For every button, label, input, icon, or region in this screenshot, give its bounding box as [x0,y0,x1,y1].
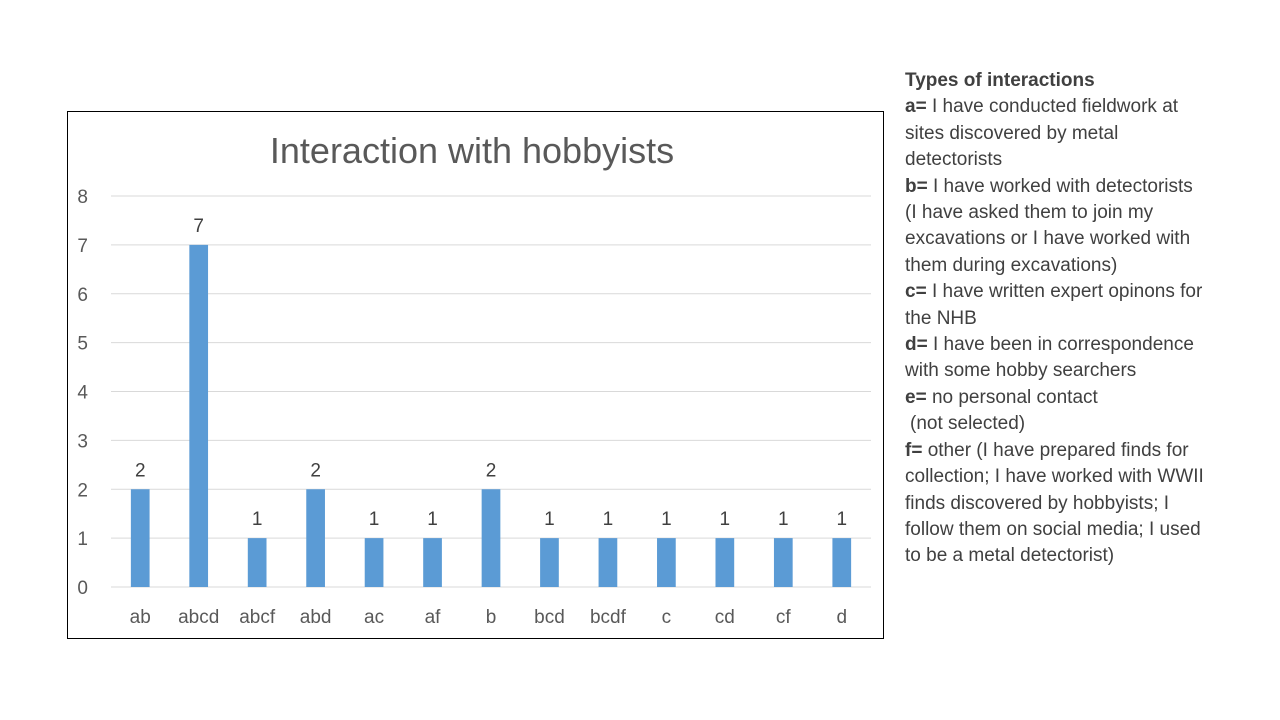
bar-ab [130,489,150,587]
legend-text-b: I have worked with detectorists (I have … [905,175,1193,276]
legend-text-d: I have been in correspondence with some … [905,334,1194,382]
chart-area: Interaction with hobbyists 0 1 2 3 4 5 6 7 8 2 7 1… [67,111,884,639]
data-label-af: 1 [427,509,438,530]
data-label-c: 1 [661,509,672,530]
y-tick-label: 0 [77,578,88,599]
x-tick-label-d: d [836,607,847,628]
x-tick-label-c: c [662,607,672,628]
interaction-types-legend: Types of interactions a= I have conducte… [905,68,1205,570]
gridlines [111,195,871,588]
legend-text-e: no personal contact [926,386,1098,408]
y-tick-label: 7 [77,236,88,257]
data-label-abd: 2 [310,460,321,481]
data-label-ac: 1 [369,509,380,530]
data-label-b: 2 [486,460,497,481]
x-tick-label-cd: cd [715,607,735,628]
bar-cf [773,538,793,587]
bar-abcf [247,538,267,587]
y-tick-label: 2 [77,480,88,501]
legend-key-b: b= [905,175,928,197]
legend-key-e: e= [905,386,927,408]
legend-entry-e: e= no personal contact [905,385,1205,411]
y-tick-label: 5 [77,334,88,355]
legend-key-a: a= [905,96,927,118]
x-tick-label-bcd: bcd [534,607,565,628]
x-tick-label-abcf: abcf [239,607,276,628]
legend-heading: Types of interactions [905,70,1095,91]
x-tick-label-ab: ab [130,607,151,628]
legend-entry-b: b= I have worked with detectorists (I ha… [905,174,1205,280]
bar-bcd [540,538,559,587]
y-tick-label: 6 [77,285,88,306]
legend-note-e: (not selected) [910,413,1026,435]
x-axis-ticks: ab abcd abcf abd ac af b bcd bcdf c cd cf d [130,607,847,628]
data-label-d: 1 [836,509,847,530]
legend-key-c: c= [905,281,927,303]
bar-abd [306,489,325,587]
y-tick-label: 1 [77,529,88,550]
bar-abcd [189,244,209,587]
legend-key-f: f= [905,439,923,461]
bar-b [481,489,501,587]
bar-chart: Interaction with hobbyists 0 1 2 3 4 5 6 7 8 2 7 1… [77,130,871,628]
bar-d [832,538,852,587]
bar-af [423,538,442,587]
x-tick-label-af: af [425,607,442,628]
x-tick-label-bcdf: bcdf [590,607,627,628]
y-axis-ticks: 0 1 2 3 4 5 6 7 8 [77,187,88,599]
x-tick-label-ac: ac [364,607,384,628]
data-label-ab: 2 [135,460,146,481]
x-tick-label-b: b [486,607,497,628]
bar-bcdf [598,538,618,587]
legend-key-d: d= [905,334,928,356]
bar-ac [364,538,384,587]
bars [130,244,852,587]
legend-entry-a: a= I have conducted fieldwork at sites d… [905,94,1205,173]
legend-entry-d: d= I have been in correspondence with so… [905,332,1205,385]
data-label-abcf: 1 [252,509,263,530]
legend-entry-c: c= I have written expert opinons for the… [905,279,1205,332]
data-label-cd: 1 [720,509,731,530]
data-label-bcd: 1 [544,509,555,530]
bar-cd [715,538,735,587]
bar-c [657,538,676,587]
x-tick-label-abcd: abcd [178,607,219,628]
chart-title: Interaction with hobbyists [270,130,674,171]
data-label-cf: 1 [778,509,789,530]
y-tick-label: 8 [77,187,88,208]
data-label-abcd: 7 [193,216,204,237]
x-tick-label-abd: abd [300,607,332,628]
legend-text-f: other (I have prepared finds for collect… [905,439,1204,567]
legend-text-a: I have conducted fieldwork at sites disc… [905,96,1179,171]
data-label-bcdf: 1 [603,509,614,530]
x-tick-label-cf: cf [776,607,792,628]
legend-entry-f: f= other (I have prepared finds for coll… [905,438,1205,570]
y-tick-label: 4 [77,383,88,404]
y-tick-label: 3 [77,431,88,452]
legend-text-c: I have written expert opinons for the NH… [905,281,1203,329]
